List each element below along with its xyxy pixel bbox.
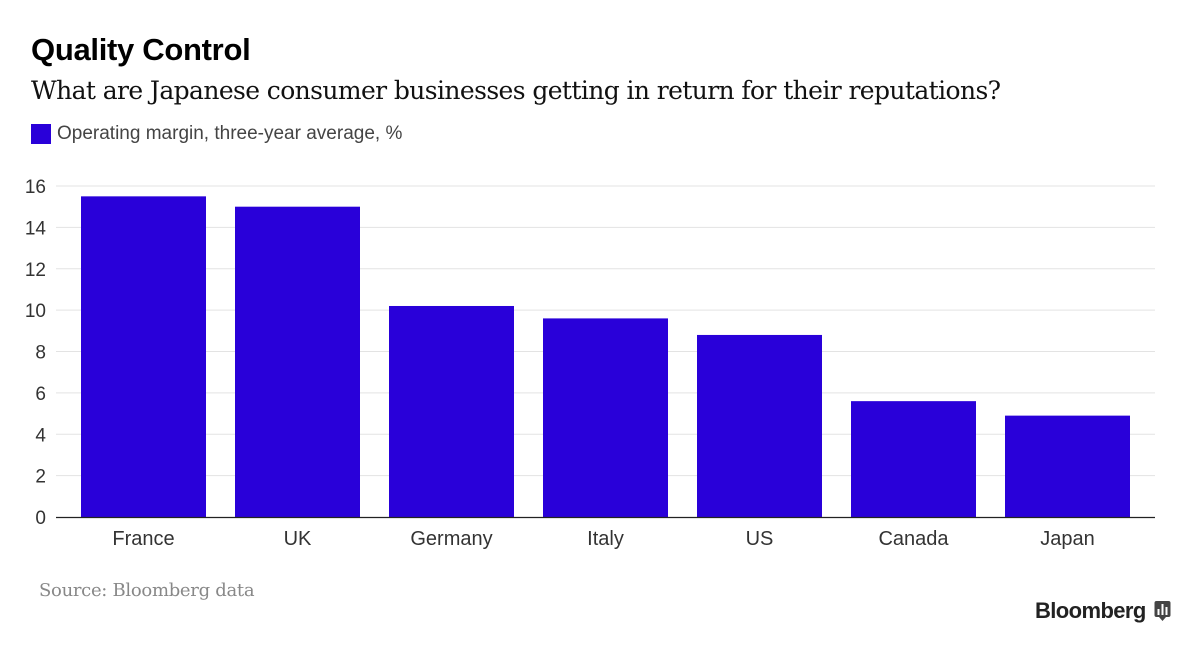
x-tick-label: US bbox=[746, 528, 774, 550]
x-tick-label: UK bbox=[284, 528, 312, 550]
bar bbox=[697, 334, 822, 517]
brand-logo: Bloomberg bbox=[1035, 598, 1171, 624]
y-tick-label: 0 bbox=[35, 508, 46, 529]
legend-swatch bbox=[31, 124, 51, 144]
bar bbox=[1005, 415, 1130, 517]
chart-subtitle: What are Japanese consumer businesses ge… bbox=[31, 76, 1001, 105]
source-note: Source: Bloomberg data bbox=[39, 580, 255, 601]
y-tick-label: 8 bbox=[35, 343, 46, 364]
legend: Operating margin, three-year average, % bbox=[31, 122, 402, 146]
bar bbox=[81, 196, 206, 517]
x-tick-label: Germany bbox=[410, 528, 492, 550]
y-tick-label: 14 bbox=[25, 218, 47, 239]
brand-name: Bloomberg bbox=[1035, 598, 1146, 623]
chart-title: Quality Control bbox=[31, 32, 251, 67]
y-tick-label: 16 bbox=[25, 177, 46, 198]
bloomberg-terminal-icon bbox=[1154, 601, 1171, 621]
bar bbox=[851, 401, 976, 517]
x-tick-label: Italy bbox=[587, 528, 624, 550]
legend-label: Operating margin, three-year average, % bbox=[57, 123, 403, 144]
bar bbox=[543, 318, 668, 517]
x-tick-label: Canada bbox=[878, 528, 949, 550]
y-tick-label: 4 bbox=[35, 425, 46, 446]
y-tick-label: 2 bbox=[35, 467, 46, 488]
y-tick-label: 6 bbox=[35, 384, 46, 405]
x-tick-label: France bbox=[112, 528, 174, 550]
bar bbox=[389, 305, 514, 517]
y-tick-label: 10 bbox=[25, 301, 46, 322]
x-tick-label: Japan bbox=[1040, 528, 1095, 550]
bar bbox=[235, 206, 360, 517]
y-tick-label: 12 bbox=[25, 260, 46, 281]
